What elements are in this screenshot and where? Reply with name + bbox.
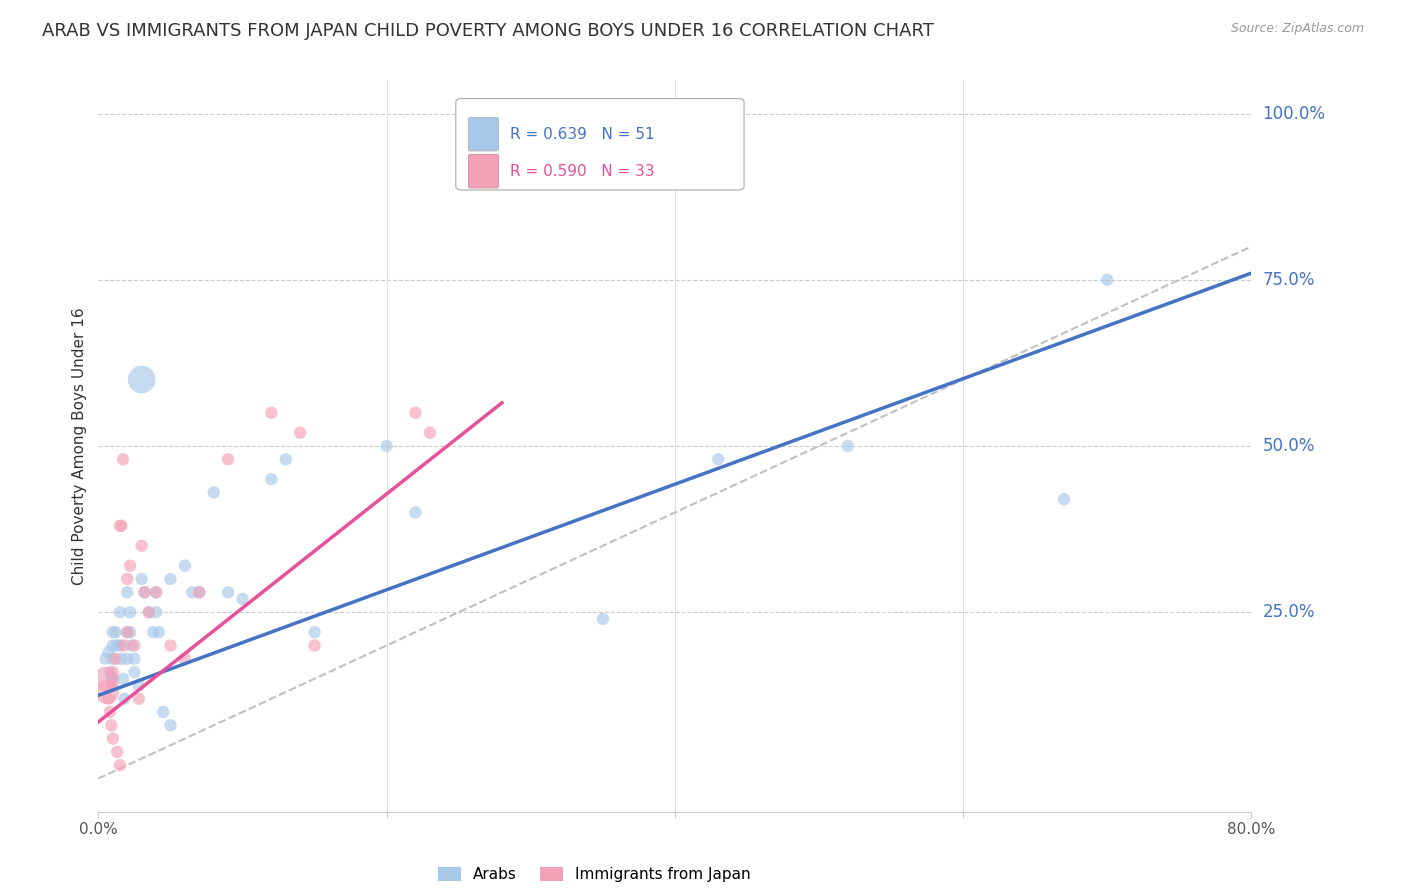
Point (148, 625, 170, 640)
Point (108, 758, 131, 772)
FancyBboxPatch shape (468, 118, 499, 151)
Point (159, 718, 181, 732)
Point (117, 652, 138, 666)
Point (152, 705, 174, 719)
Point (138, 605, 160, 619)
Point (159, 572, 181, 586)
Point (101, 672, 124, 686)
Point (98, 665, 121, 679)
Point (145, 585, 167, 599)
Point (131, 572, 153, 586)
Point (97, 645, 120, 659)
Point (837, 439, 859, 453)
Point (188, 585, 211, 599)
Text: R = 0.639   N = 51: R = 0.639 N = 51 (510, 127, 655, 142)
Text: Source: ZipAtlas.com: Source: ZipAtlas.com (1230, 22, 1364, 36)
FancyBboxPatch shape (456, 99, 744, 190)
Point (97, 691, 120, 706)
Point (121, 639, 143, 653)
Point (124, 665, 146, 679)
Point (174, 652, 197, 666)
Point (101, 678, 124, 692)
Point (375, 439, 398, 453)
Point (138, 605, 160, 619)
Text: 100.0%: 100.0% (1263, 104, 1326, 122)
Point (120, 558, 142, 573)
Point (117, 625, 138, 640)
Point (112, 639, 135, 653)
Legend: Arabs, Immigrants from Japan: Arabs, Immigrants from Japan (432, 861, 756, 888)
Point (304, 625, 326, 640)
Point (120, 625, 142, 640)
Point (100, 718, 122, 732)
Point (188, 585, 211, 599)
Point (110, 652, 132, 666)
Point (142, 625, 165, 640)
Point (100, 672, 122, 686)
Point (131, 539, 153, 553)
Point (592, 612, 614, 626)
Point (101, 731, 124, 746)
Point (419, 425, 441, 440)
Point (304, 639, 326, 653)
Point (707, 452, 730, 467)
Point (274, 452, 297, 467)
Point (101, 652, 124, 666)
Point (159, 639, 181, 653)
Point (124, 639, 146, 653)
Point (145, 605, 167, 619)
Point (101, 665, 124, 679)
Point (124, 652, 146, 666)
Point (181, 585, 204, 599)
Point (111, 672, 134, 686)
Text: R = 0.590   N = 33: R = 0.590 N = 33 (510, 164, 655, 178)
Point (120, 605, 142, 619)
Point (110, 518, 132, 533)
Point (1053, 492, 1076, 507)
Point (217, 585, 239, 599)
Point (260, 406, 283, 420)
Point (101, 625, 124, 640)
Point (260, 472, 283, 486)
Point (1097, 273, 1119, 287)
Point (112, 691, 135, 706)
Point (117, 625, 138, 640)
Text: 50.0%: 50.0% (1263, 437, 1315, 455)
Point (105, 745, 128, 759)
FancyBboxPatch shape (468, 154, 499, 188)
Point (94, 652, 117, 666)
Text: 25.0%: 25.0% (1263, 603, 1315, 621)
Point (108, 518, 131, 533)
Point (145, 585, 167, 599)
Point (98, 705, 121, 719)
Text: 75.0%: 75.0% (1263, 271, 1315, 289)
Point (231, 591, 254, 606)
Point (105, 639, 128, 653)
Point (96, 685, 118, 699)
Point (111, 452, 134, 467)
Y-axis label: Child Poverty Among Boys Under 16: Child Poverty Among Boys Under 16 (72, 307, 87, 585)
Point (94, 672, 117, 686)
Point (104, 625, 127, 640)
Point (405, 406, 427, 420)
Point (117, 585, 138, 599)
Point (290, 425, 312, 440)
Point (405, 506, 427, 520)
Text: ARAB VS IMMIGRANTS FROM JAPAN CHILD POVERTY AMONG BOYS UNDER 16 CORRELATION CHAR: ARAB VS IMMIGRANTS FROM JAPAN CHILD POVE… (42, 22, 934, 40)
Point (117, 572, 138, 586)
Point (108, 639, 131, 653)
Point (134, 585, 156, 599)
Point (202, 485, 225, 500)
Point (217, 452, 239, 467)
Point (134, 585, 156, 599)
Point (128, 691, 150, 706)
Point (104, 652, 127, 666)
Point (108, 605, 131, 619)
Point (131, 372, 153, 386)
Point (174, 558, 197, 573)
Point (101, 639, 124, 653)
Point (128, 678, 150, 692)
